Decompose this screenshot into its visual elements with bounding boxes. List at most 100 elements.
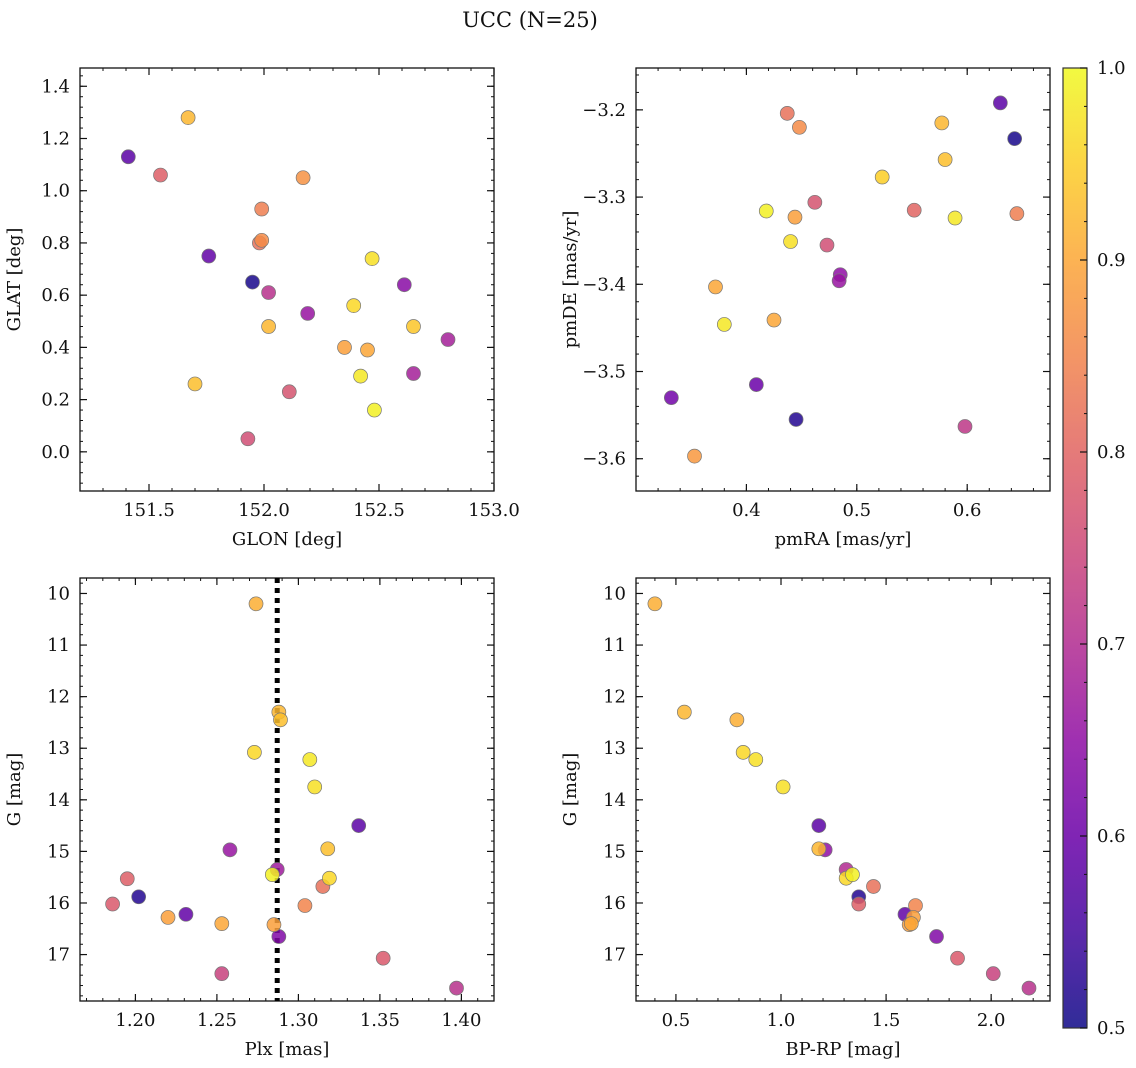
data-point bbox=[367, 402, 382, 418]
data-point bbox=[240, 431, 256, 447]
data-point bbox=[281, 384, 297, 400]
x-tick-label: 0.6 bbox=[953, 500, 982, 521]
data-point bbox=[1009, 206, 1025, 222]
x-tick-label: 153.0 bbox=[468, 500, 520, 521]
y-tick-label: 0.2 bbox=[41, 390, 70, 411]
y-tick-label: −3.5 bbox=[582, 362, 626, 383]
panel-glon-glat: 151.5 152.0 152.5 153.0 0.0 0.2 0.4 0.6 0.8 1.0 1.… bbox=[4, 67, 520, 550]
data-point bbox=[264, 867, 280, 882]
y-tick-label: 16 bbox=[603, 893, 626, 914]
colorbar-tick-label: 0.5 bbox=[1097, 1018, 1126, 1039]
data-point bbox=[254, 201, 270, 217]
x-tick-label: 1.25 bbox=[197, 1010, 237, 1031]
x-axis-label: pmRA [mas/yr] bbox=[775, 529, 912, 550]
data-point bbox=[708, 279, 723, 295]
data-point bbox=[119, 871, 135, 887]
colorbar-tick-label: 0.8 bbox=[1097, 442, 1126, 463]
x-tick-label: 1.30 bbox=[278, 1010, 318, 1031]
data-point bbox=[950, 950, 965, 966]
data-point bbox=[748, 752, 764, 767]
x-tick-label: 1.20 bbox=[115, 1010, 155, 1031]
x-tick-label: 152.0 bbox=[238, 500, 290, 521]
colorbar-tick-label: 1.0 bbox=[1097, 58, 1126, 79]
data-point bbox=[201, 248, 217, 264]
data-point bbox=[716, 317, 732, 332]
data-point bbox=[1021, 980, 1037, 996]
panel-cmd: 0.5 1.0 1.5 2.0 10 11 12 13 14 15 16 17 BP-RP [mag] G… bbox=[560, 577, 1051, 1060]
x-tick-label: 1.40 bbox=[441, 1010, 481, 1031]
y-tick-label: 0.6 bbox=[41, 285, 70, 306]
x-tick-label: 2.0 bbox=[977, 1010, 1006, 1031]
y-tick-label: −3.3 bbox=[582, 187, 626, 208]
scatter-layer bbox=[647, 596, 1037, 996]
y-tick-label: 14 bbox=[603, 790, 626, 811]
data-point bbox=[874, 169, 890, 185]
x-tick-label: 1.5 bbox=[872, 1010, 901, 1031]
y-tick-label: 10 bbox=[603, 583, 626, 604]
data-point bbox=[187, 376, 203, 392]
figure-title: UCC (N=25) bbox=[462, 8, 598, 32]
data-point bbox=[1007, 131, 1023, 146]
data-point bbox=[105, 896, 120, 912]
scatter-layer bbox=[663, 95, 1025, 464]
data-point bbox=[947, 210, 963, 226]
data-point bbox=[775, 779, 791, 795]
data-point bbox=[845, 867, 860, 882]
data-point bbox=[819, 237, 835, 253]
data-point bbox=[351, 818, 367, 833]
data-point bbox=[180, 110, 196, 125]
x-tick-label: 0.5 bbox=[842, 500, 871, 521]
y-tick-label: 1.4 bbox=[41, 76, 70, 97]
y-tick-label: 17 bbox=[47, 945, 70, 966]
x-axis-label: GLON [deg] bbox=[232, 529, 342, 550]
data-point bbox=[440, 332, 456, 347]
y-tick-label: 0.8 bbox=[41, 233, 70, 254]
y-tick-label: 15 bbox=[47, 841, 70, 862]
y-tick-label: 1.0 bbox=[41, 181, 70, 202]
data-point bbox=[153, 167, 168, 183]
data-point bbox=[934, 115, 950, 131]
data-point bbox=[320, 841, 336, 857]
y-tick-label: 0.4 bbox=[41, 337, 70, 358]
data-point bbox=[364, 251, 380, 266]
y-tick-label: 13 bbox=[603, 738, 626, 759]
data-point bbox=[297, 898, 313, 913]
data-point bbox=[214, 966, 230, 982]
data-point bbox=[346, 298, 362, 313]
data-point bbox=[792, 119, 807, 135]
y-tick-label: 11 bbox=[603, 635, 626, 656]
axes-frame bbox=[79, 67, 495, 492]
y-tick-label: 14 bbox=[47, 790, 70, 811]
y-axis-label: GLAT [deg] bbox=[4, 228, 25, 332]
data-point bbox=[131, 889, 147, 905]
y-tick-label: 11 bbox=[47, 635, 70, 656]
data-point bbox=[302, 752, 318, 767]
data-point bbox=[807, 194, 823, 210]
data-point bbox=[406, 366, 421, 381]
data-point bbox=[396, 277, 412, 293]
scatter-layer bbox=[105, 578, 464, 1001]
panel-plx-g: 1.20 1.25 1.30 1.35 1.40 10 11 12 13 14 15 16 17 Plx … bbox=[4, 577, 495, 1060]
x-tick-label: 0.5 bbox=[662, 1010, 691, 1031]
data-point bbox=[831, 273, 847, 289]
data-point bbox=[937, 152, 953, 167]
data-point bbox=[647, 596, 663, 612]
data-point bbox=[735, 745, 751, 760]
data-point bbox=[906, 202, 922, 218]
colorbar-tick-label: 0.6 bbox=[1097, 826, 1126, 847]
data-point bbox=[748, 377, 764, 392]
y-tick-label: −3.4 bbox=[582, 274, 626, 295]
colorbar-tick-label: 0.9 bbox=[1097, 250, 1126, 271]
data-point bbox=[120, 149, 136, 165]
data-point bbox=[214, 916, 230, 931]
x-tick-label: 1.0 bbox=[767, 1010, 796, 1031]
y-tick-label: 16 bbox=[47, 893, 70, 914]
y-tick-label: 15 bbox=[603, 841, 626, 862]
x-tick-label: 151.5 bbox=[123, 500, 175, 521]
y-tick-label: 1.2 bbox=[41, 129, 70, 150]
axes-frame bbox=[635, 67, 1051, 492]
data-point bbox=[254, 232, 270, 248]
data-point bbox=[178, 906, 194, 922]
data-point bbox=[375, 950, 391, 966]
data-point bbox=[788, 412, 804, 427]
